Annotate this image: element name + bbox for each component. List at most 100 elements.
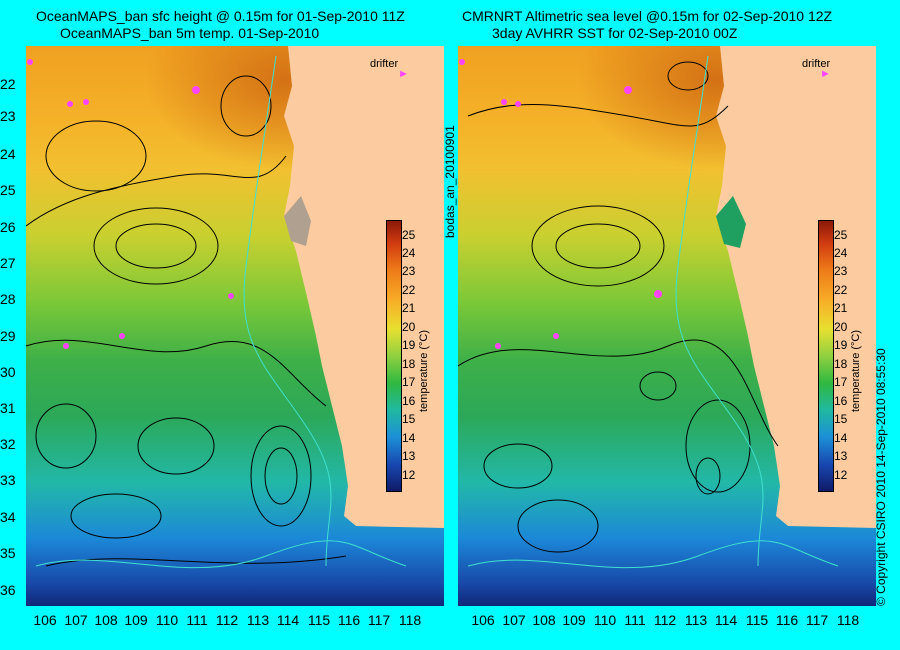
right-title-line2: 3day AVHRR SST for 02-Sep-2010 00Z (492, 25, 738, 41)
drifter-markers (27, 59, 234, 349)
lat-tick-34: 34 (0, 509, 16, 525)
land-mass (716, 46, 876, 528)
cbar-tick: 25 (402, 228, 416, 242)
lat-tick-26: 26 (0, 219, 16, 235)
left-map-overlay (26, 46, 444, 569)
cbar-tick: 16 (402, 394, 416, 408)
cbar-tick: 15 (402, 412, 416, 426)
drifter-label: drifter (370, 58, 399, 70)
land-mass (284, 46, 444, 528)
cbar-tick: 19 (834, 338, 848, 352)
estuary (716, 196, 746, 248)
left-title-line2: OceanMAPS_ban 5m temp. 01-Sep-2010 (60, 25, 320, 41)
right-longitude-axis: 106 107 108 109 110 111 112 113 114 115 … (432, 612, 882, 632)
right-map-panel (458, 46, 876, 606)
cbar-tick: 23 (402, 264, 416, 278)
drifter-arrow-icon: ► (820, 68, 831, 80)
lon-tick-110: 110 (593, 612, 617, 628)
cbar-tick: 12 (402, 468, 416, 482)
left-longitude-axis: 106 107 108 109 110 111 112 113 114 115 … (0, 612, 450, 632)
lon-tick-114: 114 (276, 612, 300, 628)
drifter-markers (459, 59, 662, 349)
left-latitude-axis: 22 23 24 25 26 27 28 29 30 31 32 33 34 3… (0, 0, 26, 650)
left-map-panel (26, 46, 444, 606)
cbar-tick: 21 (834, 301, 848, 315)
cbar-tick: 20 (402, 320, 416, 334)
drifter-label: drifter (802, 58, 831, 70)
lon-tick-117: 117 (367, 612, 391, 628)
cbar-tick: 14 (834, 431, 848, 445)
lon-tick-116: 116 (775, 612, 799, 628)
cbar-tick: 25 (834, 228, 848, 242)
cbar-tick: 13 (402, 449, 416, 463)
cbar-tick: 17 (402, 375, 416, 389)
cbar-tick: 18 (834, 357, 848, 371)
left-colorbar-title: temperature (°C) (418, 329, 430, 412)
lon-tick-110: 110 (155, 612, 179, 628)
copyright-text: © Copyright CSIRO 2010 14-Sep-2010 08:55… (874, 348, 888, 606)
cbar-tick: 20 (834, 320, 848, 334)
estuary (284, 196, 311, 246)
lon-tick-117: 117 (805, 612, 829, 628)
cbar-tick: 12 (834, 468, 848, 482)
lat-tick-35: 35 (0, 545, 16, 561)
lon-tick-115: 115 (307, 612, 331, 628)
lat-tick-29: 29 (0, 328, 16, 344)
right-title-line1: CMRNRT Altimetric sea level @0.15m for 0… (462, 8, 833, 24)
lon-tick-107: 107 (502, 612, 526, 628)
bathymetry-lines (467, 55, 839, 569)
lat-tick-24: 24 (0, 146, 16, 162)
cbar-tick: 24 (402, 246, 416, 260)
lon-tick-118: 118 (398, 612, 422, 628)
cbar-tick: 19 (402, 338, 416, 352)
sea-level-contours (458, 61, 779, 553)
drifter-arrow-icon: ► (398, 68, 409, 80)
lat-tick-31: 31 (0, 400, 16, 416)
sea-level-contours (26, 75, 347, 567)
cbar-tick: 15 (834, 412, 848, 426)
left-drifter-legend: drifter ► (370, 58, 409, 80)
cbar-tick: 22 (834, 283, 848, 297)
lon-tick-115: 115 (745, 612, 769, 628)
left-colorbar (386, 220, 402, 492)
lon-tick-118: 118 (836, 612, 860, 628)
right-colorbar-title: temperature (°C) (850, 329, 862, 412)
left-title-line1: OceanMAPS_ban sfc height @ 0.15m for 01-… (36, 8, 405, 24)
lon-tick-108: 108 (532, 612, 556, 628)
lon-tick-107: 107 (64, 612, 88, 628)
lon-tick-106: 106 (471, 612, 495, 628)
cbar-tick: 24 (834, 246, 848, 260)
lon-tick-112: 112 (215, 612, 239, 628)
cbar-tick: 23 (834, 264, 848, 278)
lon-tick-111: 111 (624, 612, 646, 628)
lat-tick-22: 22 (0, 76, 16, 92)
lat-tick-32: 32 (0, 436, 16, 452)
cbar-tick: 14 (402, 431, 416, 445)
lat-tick-33: 33 (0, 472, 16, 488)
analysis-id-text: bodas_an_20100901 (443, 125, 457, 238)
lon-tick-116: 116 (337, 612, 361, 628)
lon-tick-113: 113 (246, 612, 270, 628)
lon-tick-109: 109 (124, 612, 148, 628)
lon-tick-113: 113 (684, 612, 708, 628)
lon-tick-108: 108 (94, 612, 118, 628)
bathymetry-lines (35, 55, 407, 569)
lat-tick-30: 30 (0, 364, 16, 380)
cbar-tick: 21 (402, 301, 416, 315)
right-drifter-legend: drifter ► (802, 58, 831, 80)
lon-tick-111: 111 (186, 612, 208, 628)
cbar-tick: 16 (834, 394, 848, 408)
right-colorbar (818, 220, 834, 492)
right-map-overlay (458, 46, 876, 569)
lat-tick-36: 36 (0, 582, 16, 598)
lat-tick-23: 23 (0, 108, 16, 124)
cbar-tick: 13 (834, 449, 848, 463)
lon-tick-114: 114 (714, 612, 738, 628)
lon-tick-109: 109 (562, 612, 586, 628)
lat-tick-28: 28 (0, 291, 16, 307)
cbar-tick: 17 (834, 375, 848, 389)
lon-tick-112: 112 (653, 612, 677, 628)
cbar-tick: 18 (402, 357, 416, 371)
lat-tick-25: 25 (0, 182, 16, 198)
cbar-tick: 22 (402, 283, 416, 297)
